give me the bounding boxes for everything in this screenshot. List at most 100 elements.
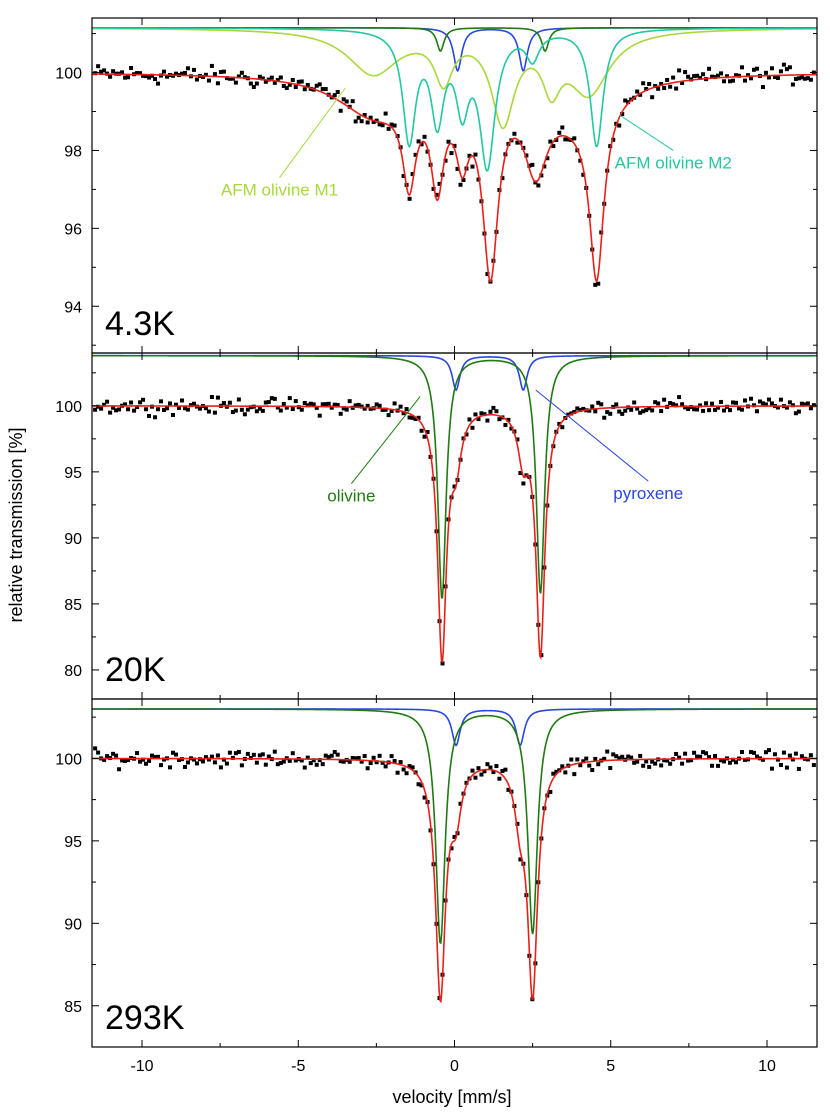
data-point (653, 400, 658, 405)
data-point (401, 767, 406, 772)
data-point (515, 437, 520, 442)
panel-frame (91, 698, 818, 1048)
data-point (692, 750, 697, 755)
temperature-label: 4.3K (105, 305, 175, 343)
data-point (245, 407, 250, 412)
data-point (200, 759, 205, 764)
annotation-label: pyroxene (613, 484, 683, 503)
data-point (278, 408, 283, 413)
data-point (341, 759, 346, 764)
data-point (185, 407, 190, 412)
data-point (302, 400, 307, 405)
data-point (698, 403, 703, 408)
data-point (506, 417, 511, 422)
data-point (671, 75, 676, 80)
data-point (278, 75, 283, 80)
data-point (734, 73, 739, 78)
data-point (772, 74, 777, 79)
data-point (194, 761, 199, 766)
data-point (748, 750, 753, 755)
x-tick-label: 5 (606, 1058, 615, 1075)
data-point (728, 408, 733, 413)
data-point (314, 405, 319, 410)
data-point (751, 750, 756, 755)
y-tick-label: 90 (64, 531, 82, 548)
data-point (407, 196, 412, 201)
data-point (281, 401, 286, 406)
data-point (500, 768, 505, 773)
data-point (141, 397, 146, 402)
data-point (141, 757, 146, 762)
data-point (138, 400, 143, 405)
data-point (221, 401, 226, 406)
data-point (305, 83, 310, 88)
data-point (605, 749, 610, 754)
data-point (120, 758, 125, 763)
data-point (449, 846, 454, 851)
data-point (551, 144, 556, 149)
data-point (224, 761, 229, 766)
data-point (156, 754, 161, 759)
data-point (263, 79, 268, 84)
data-point (686, 74, 691, 79)
data-point (455, 166, 460, 171)
data-point (392, 401, 397, 406)
data-point (263, 400, 268, 405)
data-point (413, 152, 418, 157)
data-point (680, 402, 685, 407)
data-point (796, 76, 801, 81)
data-point (656, 86, 661, 91)
data-point (311, 402, 316, 407)
data-point (410, 172, 415, 177)
data-point (590, 768, 595, 773)
data-point (159, 399, 164, 404)
data-point (413, 416, 418, 421)
data-point (272, 80, 277, 85)
data-point (236, 397, 241, 402)
data-point (353, 403, 358, 408)
data-point (796, 409, 801, 414)
data-point (452, 484, 457, 489)
data-point (314, 762, 319, 767)
data-point (212, 72, 217, 77)
data-point (458, 182, 463, 187)
data-point (135, 405, 140, 410)
data-point (805, 401, 810, 406)
data-point (695, 73, 700, 78)
panel-20K: olivine pyroxene 80 85 90 95 100 20K (55, 352, 818, 700)
data-point (719, 758, 724, 763)
data-point (470, 425, 475, 430)
data-point (617, 756, 622, 761)
data-point (135, 71, 140, 76)
data-point (647, 81, 652, 86)
data-point (596, 281, 601, 286)
data-point (494, 764, 499, 769)
data-point (707, 408, 712, 413)
data-point (671, 402, 676, 407)
data-point (617, 409, 622, 414)
data-point (389, 409, 394, 414)
data-point (299, 407, 304, 412)
data-point (464, 780, 469, 785)
data-point (108, 74, 113, 79)
data-point (620, 754, 625, 759)
data-point (129, 400, 134, 405)
data-point (248, 81, 253, 86)
data-point (557, 130, 562, 135)
data-point (317, 413, 322, 418)
data-point (662, 86, 667, 91)
data-point (626, 754, 631, 759)
data-point (203, 406, 208, 411)
data-point (692, 74, 697, 79)
data-point (380, 123, 385, 128)
data-point (197, 406, 202, 411)
data-point (185, 760, 190, 765)
data-point (251, 85, 256, 89)
temperature-label: 20K (105, 651, 166, 689)
data-point (144, 74, 149, 79)
data-point (521, 481, 526, 486)
data-point (707, 66, 712, 71)
data-point (117, 407, 122, 412)
data-point (126, 75, 131, 80)
